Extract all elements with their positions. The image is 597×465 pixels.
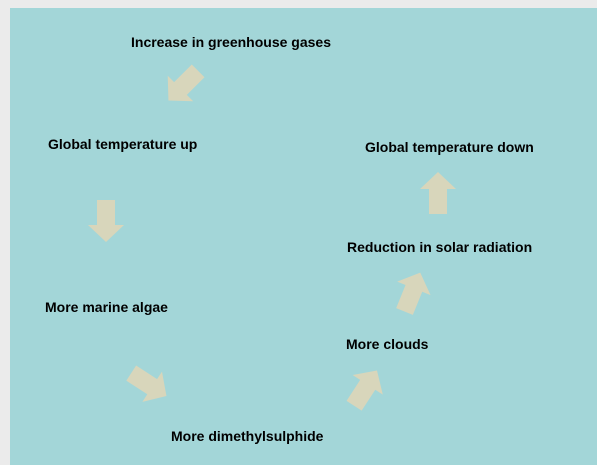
node-global-temperature-up: Global temperature up bbox=[48, 136, 198, 152]
node-more-clouds: More clouds bbox=[346, 336, 429, 352]
arrow-clouds-to-solar bbox=[396, 272, 431, 315]
node-more-marine-algae: More marine algae bbox=[45, 299, 168, 315]
arrow-solar-to-temp-down bbox=[420, 172, 456, 214]
arrow-temp-up-to-algae bbox=[88, 200, 124, 242]
node-more-dimethylsulphide: More dimethylsulphide bbox=[171, 428, 324, 444]
arrow-algae-to-dms bbox=[126, 365, 167, 402]
arrow-dms-to-clouds bbox=[346, 370, 383, 411]
node-global-temperature-down: Global temperature down bbox=[365, 139, 534, 155]
node-greenhouse-gases: Increase in greenhouse gases bbox=[131, 34, 331, 50]
arrow-greenhouse-to-temp-up bbox=[167, 64, 205, 102]
node-reduction-in-solar-radiation: Reduction in solar radiation bbox=[347, 239, 533, 255]
